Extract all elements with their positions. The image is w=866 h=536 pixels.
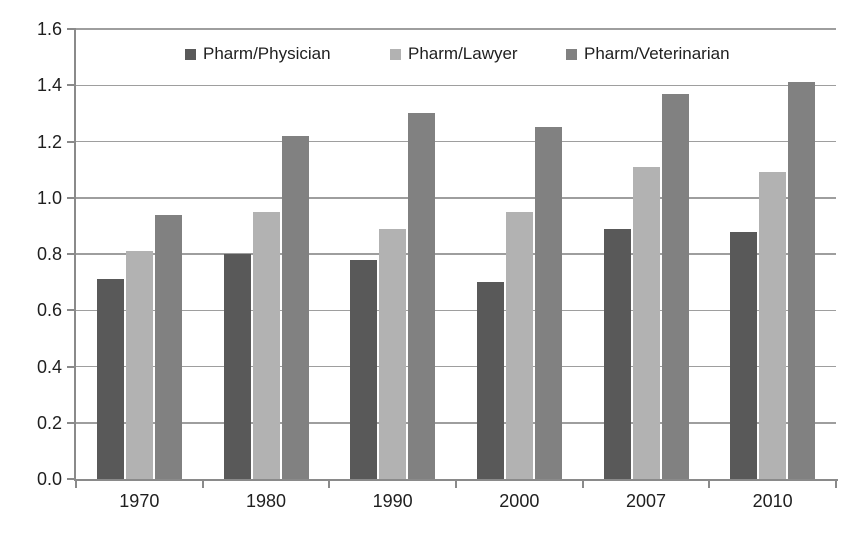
x-tick bbox=[455, 481, 457, 488]
bar-pharm-physician-1970 bbox=[96, 279, 124, 479]
x-tick bbox=[581, 481, 584, 488]
y-tick-label: 0.2 bbox=[36, 412, 62, 433]
gridline bbox=[76, 309, 836, 311]
gridline bbox=[76, 197, 836, 199]
bar-pharm-veterinarian-1990 bbox=[408, 113, 436, 479]
bar-pharm-lawyer-1980 bbox=[252, 211, 280, 479]
x-tick-label: 2007 bbox=[625, 491, 667, 511]
x-tick-label: 1970 bbox=[119, 491, 160, 511]
y-tick-label: 1.2 bbox=[36, 131, 62, 152]
legend-item-pharm-lawyer: Pharm/Lawyer bbox=[390, 44, 518, 64]
x-axis-line bbox=[74, 479, 838, 481]
legend-item-pharm-physician: Pharm/Physician bbox=[185, 44, 331, 64]
legend-label-veterinarian: Pharm/Veterinarian bbox=[584, 44, 730, 63]
x-tick-label: 1980 bbox=[245, 491, 287, 511]
bar-pharm-veterinarian-2000 bbox=[534, 127, 562, 479]
bar-pharm-veterinarian-1970 bbox=[154, 214, 182, 479]
x-tick bbox=[835, 481, 837, 488]
x-tick-label: 2010 bbox=[752, 491, 793, 511]
legend-swatch-lawyer-icon bbox=[390, 48, 401, 60]
y-tick bbox=[67, 365, 76, 368]
y-tick bbox=[67, 309, 76, 312]
plot-area bbox=[67, 28, 838, 488]
gridline bbox=[76, 253, 836, 255]
y-tick-label: 0.6 bbox=[36, 300, 62, 321]
x-tick-label: 1990 bbox=[372, 491, 413, 511]
bar-pharm-veterinarian-2010 bbox=[788, 82, 816, 479]
bar-pharm-lawyer-2007 bbox=[632, 166, 660, 479]
legend-swatch-physician-icon bbox=[185, 48, 196, 60]
y-tick bbox=[67, 84, 76, 87]
gridline bbox=[76, 28, 836, 30]
y-axis-line bbox=[74, 28, 76, 481]
bar-pharm-physician-1980 bbox=[223, 254, 251, 479]
y-tick-label: 0.4 bbox=[36, 356, 62, 377]
bar-pharm-lawyer-2000 bbox=[505, 211, 533, 479]
y-tick-label: 1.4 bbox=[36, 75, 62, 96]
y-tick-label: 1.0 bbox=[36, 187, 62, 208]
legend-swatch-veterinarian-icon bbox=[566, 48, 577, 60]
y-tick bbox=[67, 421, 76, 424]
gridline bbox=[76, 140, 836, 143]
bar-pharm-lawyer-1970 bbox=[125, 251, 153, 479]
y-tick-label: 1.6 bbox=[36, 19, 62, 39]
x-tick bbox=[201, 481, 204, 488]
y-tick bbox=[67, 478, 76, 480]
y-tick-label: 0.8 bbox=[36, 244, 62, 264]
y-tick bbox=[67, 28, 76, 30]
legend-item-pharm-veterinarian: Pharm/Veterinarian bbox=[566, 44, 730, 64]
x-tick bbox=[328, 481, 331, 488]
y-tick bbox=[67, 253, 76, 255]
bar-pharm-physician-2000 bbox=[476, 282, 504, 479]
y-tick bbox=[67, 196, 76, 199]
bar-pharm-physician-1990 bbox=[350, 259, 378, 479]
bar-pharm-lawyer-2010 bbox=[759, 172, 787, 479]
legend-label-lawyer: Pharm/Lawyer bbox=[408, 44, 518, 63]
bar-pharm-physician-2007 bbox=[603, 228, 631, 479]
bar-pharm-lawyer-1990 bbox=[379, 228, 407, 479]
bar-pharm-physician-2010 bbox=[730, 231, 758, 479]
gridline bbox=[76, 84, 836, 86]
gridline bbox=[76, 422, 836, 424]
legend-label-physician: Pharm/Physician bbox=[203, 44, 331, 63]
x-tick-label: 2000 bbox=[499, 491, 540, 511]
bar-pharm-veterinarian-2007 bbox=[661, 93, 689, 479]
y-tick bbox=[67, 140, 76, 143]
gridline bbox=[76, 365, 836, 368]
y-tick-label: 0.0 bbox=[36, 469, 62, 489]
x-tick bbox=[708, 481, 711, 488]
bar-pharm-veterinarian-1980 bbox=[281, 135, 309, 479]
x-tick bbox=[75, 481, 77, 488]
